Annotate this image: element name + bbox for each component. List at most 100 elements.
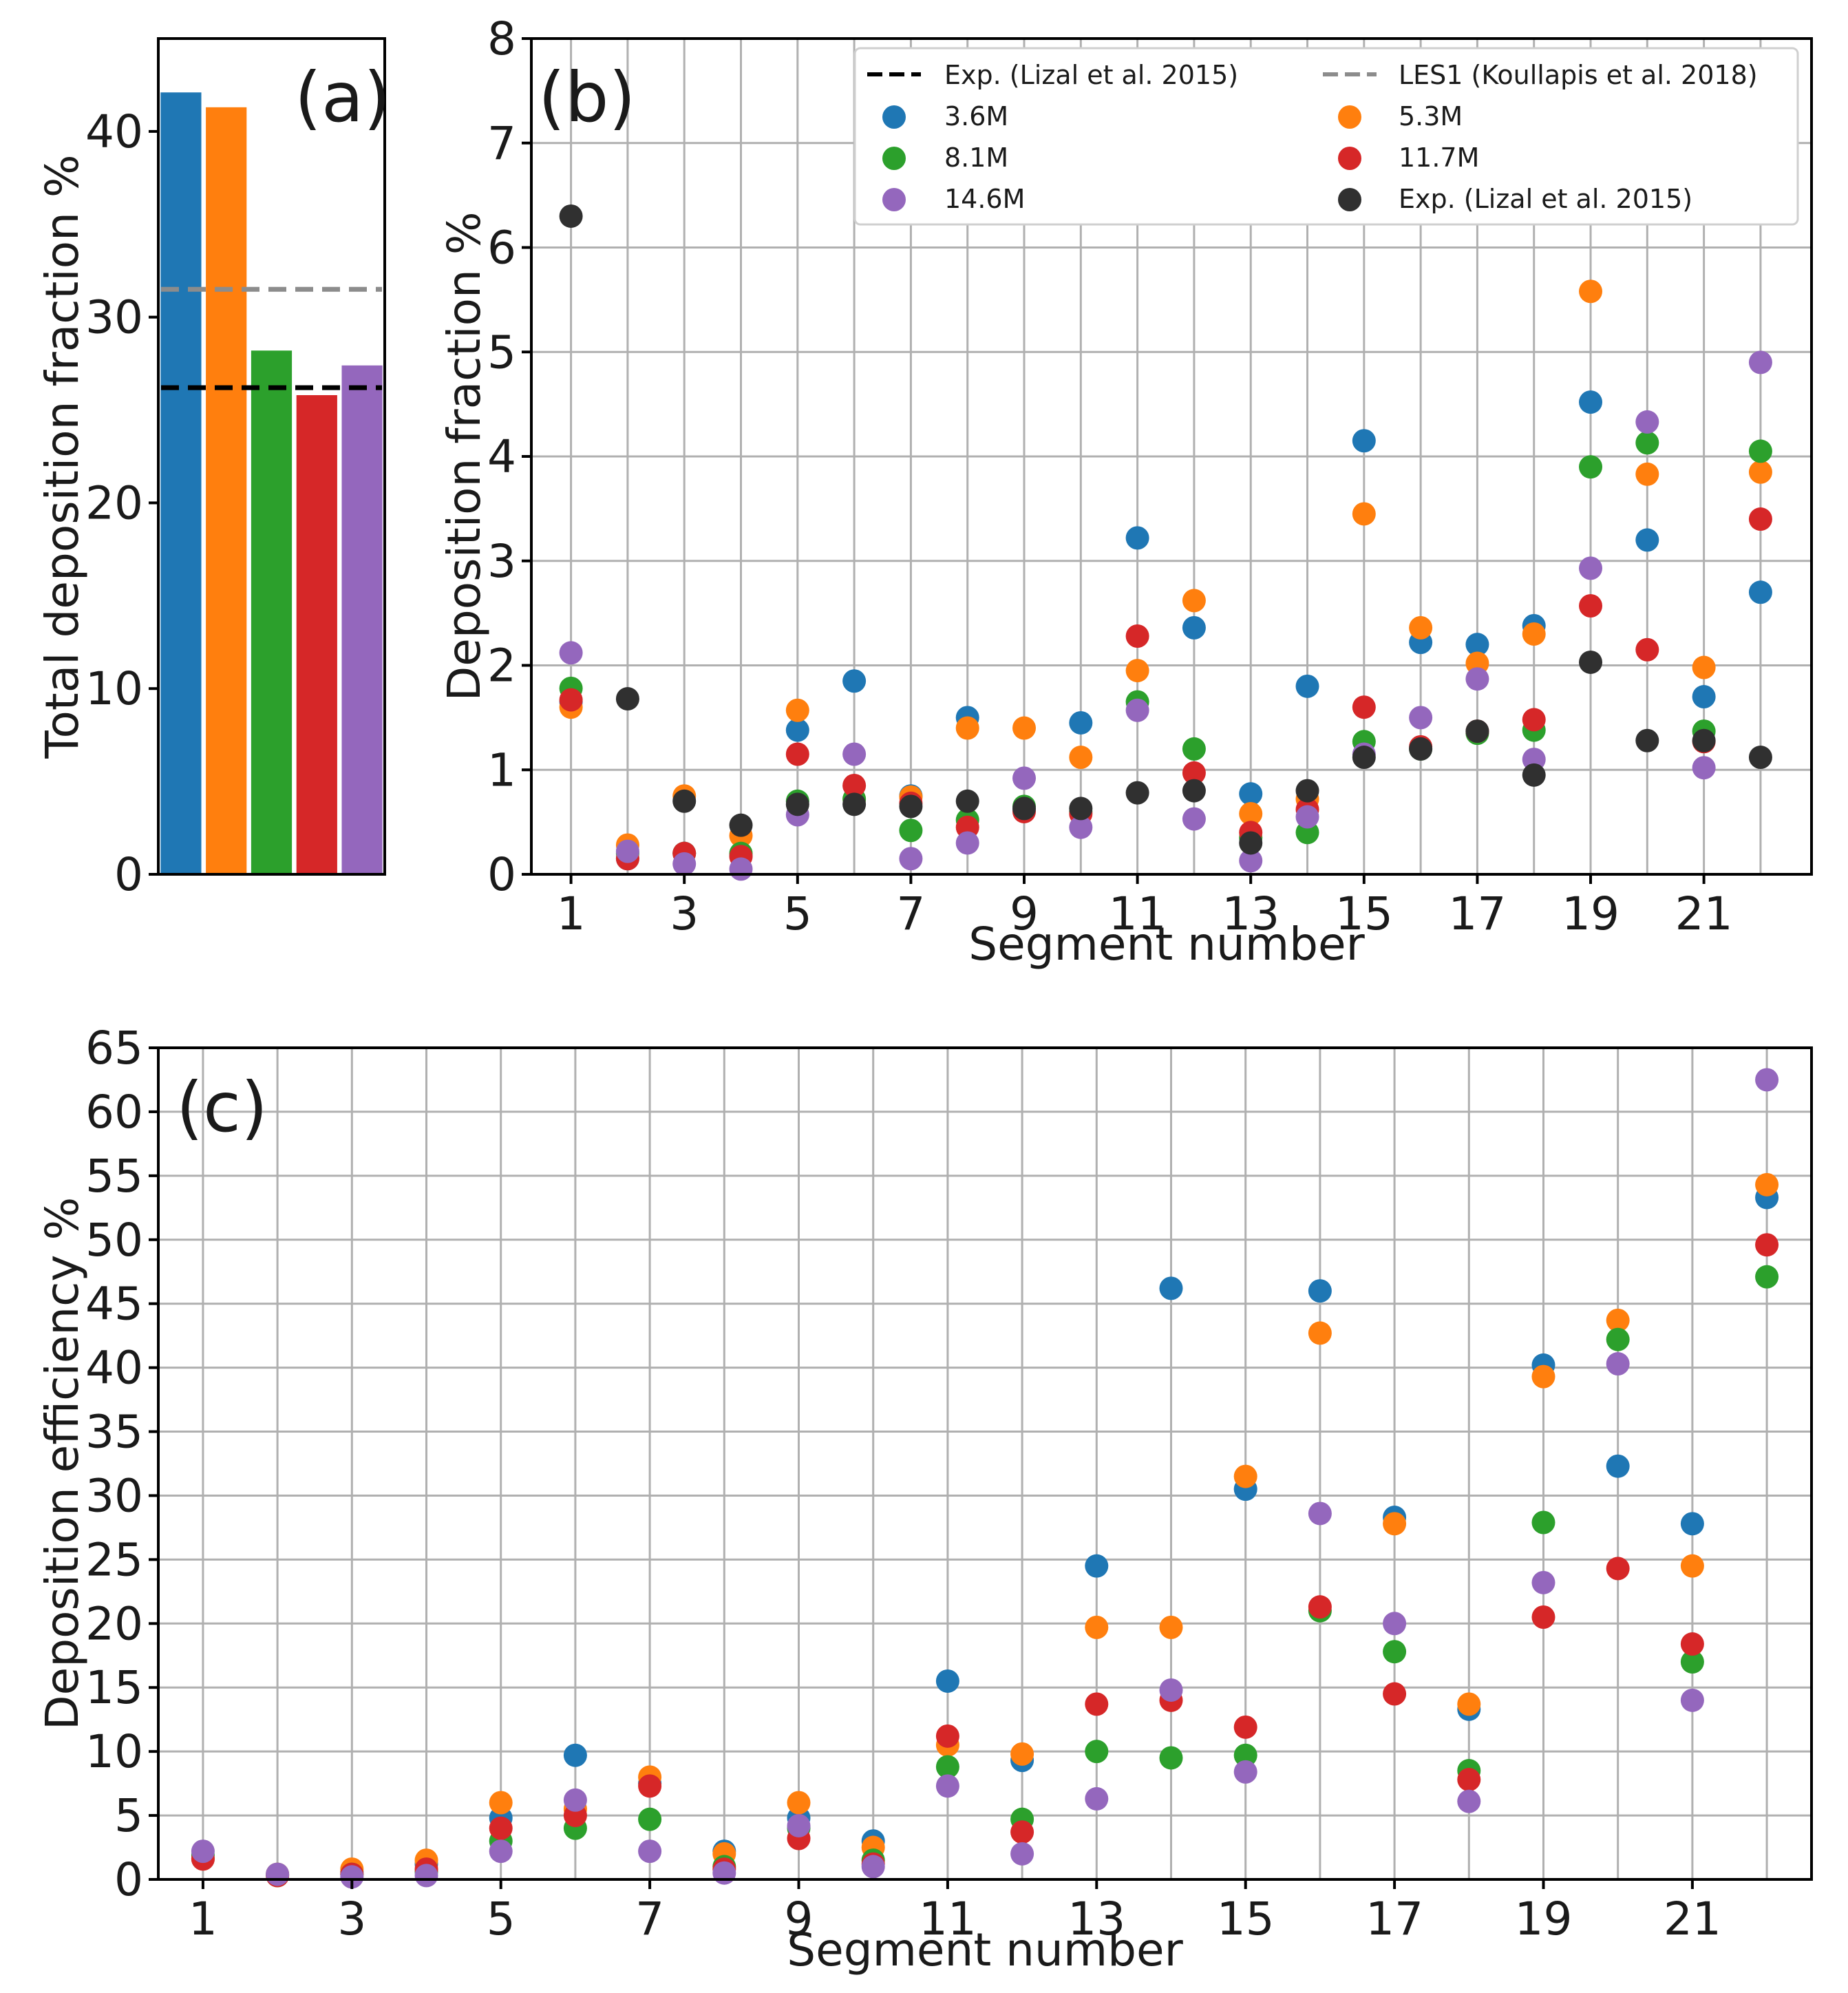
- point-8-1m-seg-12: [1182, 737, 1206, 761]
- legend-5-3m-marker: [1338, 105, 1361, 129]
- point-5-3m-seg-13: [1239, 801, 1263, 825]
- point-11-7m-seg-22: [1755, 1233, 1779, 1257]
- point-14-6m-seg-13: [1239, 849, 1263, 873]
- point-14-6m-seg-20: [1635, 410, 1659, 434]
- point-14-6m-seg-6: [563, 1788, 587, 1812]
- point-14-6m-seg-9: [1012, 766, 1037, 790]
- y-tick-label: 2: [487, 640, 516, 693]
- point-5-3m-seg-19: [1579, 280, 1603, 304]
- point-8-1m-seg-14: [1159, 1746, 1183, 1770]
- point-14-6m-seg-10: [861, 1855, 885, 1879]
- panel-c-frame: [157, 1046, 1813, 1881]
- point-3-6m-seg-14: [1295, 674, 1319, 698]
- panel-a-y-ticks: 0 10 20 30 40: [85, 105, 158, 901]
- point-11-7m-seg-18: [1522, 708, 1546, 732]
- point-8-1m-seg-19: [1579, 455, 1603, 479]
- point-exp-lizal-et-al-2015-seg-22: [1748, 746, 1772, 770]
- point-14-6m-seg-8: [955, 831, 979, 855]
- point-exp-lizal-et-al-2015-seg-4: [729, 813, 753, 837]
- panel-b-label: (b): [538, 57, 636, 138]
- point-14-6m-seg-16: [1409, 706, 1433, 730]
- x-tick-label: 15: [1335, 887, 1393, 940]
- legend-11-7m-marker: [1338, 147, 1361, 170]
- point-14-6m-seg-9: [787, 1813, 811, 1837]
- point-3-6m-seg-21: [1692, 685, 1716, 709]
- point-8-1m-seg-20: [1635, 431, 1659, 455]
- point-11-7m-seg-20: [1635, 637, 1659, 662]
- point-3-6m-seg-6: [842, 669, 867, 693]
- point-exp-lizal-et-al-2015-seg-13: [1239, 831, 1263, 855]
- x-tick-label: 15: [1217, 1892, 1275, 1945]
- point-5-3m-seg-14: [1159, 1615, 1183, 1639]
- point-14-6m-seg-3: [340, 1865, 364, 1889]
- point-8-1m-seg-17: [1383, 1640, 1407, 1664]
- point-14-6m-seg-14: [1159, 1678, 1183, 1702]
- legend-5-3m-label: 5.3M: [1399, 101, 1463, 131]
- point-14-6m-seg-2: [615, 839, 639, 863]
- y-tick-label: 15: [85, 1661, 143, 1714]
- point-11-7m-seg-6: [842, 774, 867, 798]
- point-11-7m-seg-21: [1680, 1632, 1704, 1656]
- bar-11-7m: [296, 394, 337, 874]
- y-tick-label: 20: [85, 1597, 143, 1650]
- panel-c-deposition-efficiency-scatter: 1 3 5 7 9 11 13 15 17 19 2105101520253035404550556…: [36, 1022, 1813, 1976]
- y-tick-label: 5: [487, 326, 516, 379]
- point-8-1m-seg-22: [1748, 439, 1772, 463]
- point-14-6m-seg-5: [489, 1839, 513, 1864]
- y-tick-label: 6: [487, 222, 516, 275]
- point-5-3m-seg-15: [1233, 1464, 1257, 1488]
- point-14-6m-seg-7: [638, 1839, 662, 1864]
- point-14-6m-seg-3: [672, 852, 697, 876]
- legend-box: [853, 47, 1799, 226]
- point-3-6m-seg-13: [1239, 782, 1263, 806]
- point-5-3m-seg-8: [955, 716, 979, 740]
- point-exp-lizal-et-al-2015-seg-6: [842, 792, 867, 816]
- point-14-6m-seg-22: [1755, 1068, 1779, 1092]
- point-14-6m-seg-12: [1182, 807, 1206, 831]
- x-tick-label: 7: [635, 1892, 664, 1945]
- point-exp-lizal-et-al-2015-seg-20: [1635, 728, 1659, 752]
- point-14-6m-seg-20: [1606, 1352, 1630, 1376]
- point-14-6m-seg-1: [559, 641, 583, 665]
- point-3-6m-seg-22: [1748, 580, 1772, 604]
- x-tick-label: 3: [670, 887, 699, 940]
- point-11-7m-seg-11: [1125, 624, 1149, 648]
- point-3-6m-seg-14: [1159, 1276, 1183, 1300]
- legend-exp-line-label: Exp. (Lizal et al. 2015): [944, 60, 1238, 90]
- point-5-3m-seg-20: [1635, 462, 1659, 486]
- legend-3-6m-marker: [882, 105, 906, 129]
- bar-8-1m: [251, 350, 293, 874]
- point-5-3m-seg-21: [1692, 655, 1716, 679]
- point-14-6m-seg-11: [1125, 698, 1149, 722]
- y-tick-label: 10: [85, 662, 143, 715]
- point-exp-lizal-et-al-2015-seg-5: [785, 792, 809, 816]
- panel-b-x-axis-title: Segment number: [968, 918, 1365, 971]
- point-exp-lizal-et-al-2015-seg-21: [1692, 728, 1716, 752]
- point-14-6m-seg-17: [1465, 667, 1489, 691]
- point-8-1m-seg-13: [1085, 1740, 1109, 1764]
- x-tick-label: 9: [1010, 887, 1039, 940]
- point-14-6m-seg-16: [1308, 1501, 1332, 1526]
- point-11-7m-seg-15: [1352, 695, 1376, 719]
- point-14-6m-seg-10: [1069, 815, 1093, 839]
- point-exp-lizal-et-al-2015-seg-9: [1012, 797, 1037, 821]
- legend-3-6m-label: 3.6M: [944, 101, 1008, 131]
- point-5-3m-seg-16: [1308, 1321, 1332, 1345]
- y-tick-label: 0: [487, 848, 516, 901]
- point-14-6m-seg-7: [899, 847, 923, 871]
- panel-a-marks: [160, 92, 383, 875]
- point-5-3m-seg-18: [1522, 622, 1546, 646]
- point-exp-lizal-et-al-2015-seg-3: [672, 789, 697, 813]
- y-tick-label: 8: [487, 12, 516, 65]
- point-14-6m-seg-19: [1579, 556, 1603, 580]
- y-tick-label: 0: [114, 848, 143, 901]
- panel-a-frame: [157, 37, 386, 876]
- point-8-1m-seg-15: [1233, 1743, 1257, 1767]
- point-14-6m-seg-22: [1748, 350, 1772, 375]
- point-11-7m-seg-19: [1531, 1605, 1555, 1630]
- point-8-1m-seg-7: [899, 819, 923, 843]
- point-11-7m-seg-22: [1748, 507, 1772, 531]
- point-3-6m-seg-6: [563, 1743, 587, 1767]
